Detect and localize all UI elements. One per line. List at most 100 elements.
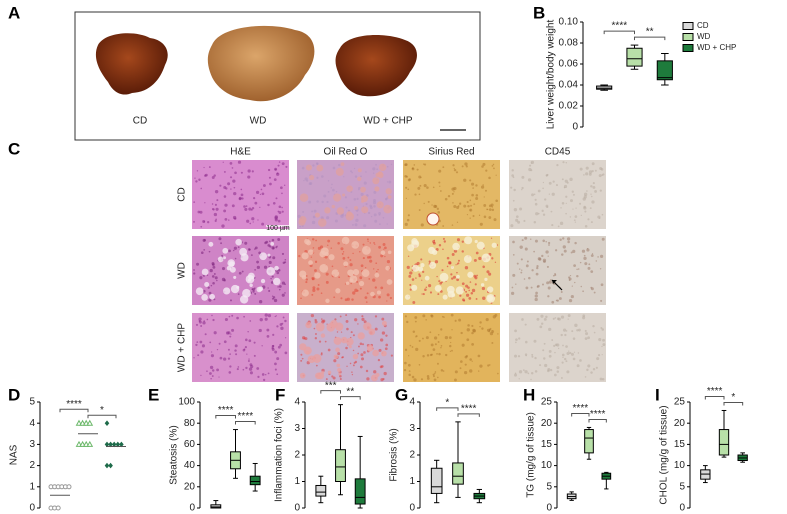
tissue-texture [352,291,356,295]
tissue-texture [261,222,265,226]
tissue-texture [366,344,374,352]
tissue-texture [206,318,209,321]
tissue-texture [223,357,227,361]
y-tick-label: 5 [679,481,685,492]
tissue-texture [595,260,598,262]
tissue-texture [569,216,572,218]
tissue-texture [203,166,205,169]
tissue-texture [284,283,286,286]
tissue-texture [411,284,418,291]
tissue-texture [587,266,591,270]
tissue-texture [219,356,223,360]
tissue-texture [267,203,270,207]
tissue-texture [304,238,310,245]
tissue-texture [466,338,470,342]
tissue-texture [442,248,444,251]
y-tick-label: 10 [541,460,553,471]
tissue-texture [267,287,269,289]
tissue-texture [480,283,485,287]
tissue-texture [248,248,251,251]
tissue-texture [278,205,282,209]
tissue-texture [212,281,215,285]
tissue-texture [193,269,195,271]
tissue-texture [264,317,268,321]
tissue-texture [469,199,472,202]
tissue-texture [486,270,490,274]
y-tick-label: 1 [409,476,415,487]
tissue-texture [378,214,381,216]
tissue-texture [512,273,516,277]
tissue-texture [314,260,318,263]
dot [111,441,117,448]
tissue-texture [337,241,340,245]
tissue-texture [284,319,287,323]
tissue-texture [377,268,379,271]
tissue-texture [259,206,261,209]
tissue-texture [200,225,203,228]
tissue-texture [281,192,283,195]
tissue-texture [451,253,455,256]
tissue-texture [272,333,275,336]
tissue-texture [429,261,437,269]
tissue-texture [511,174,514,177]
y-tick-label: 15 [541,439,553,450]
tissue-texture [593,331,596,334]
tissue-texture [436,207,439,210]
tissue-texture [491,164,494,167]
tissue-texture [475,194,479,197]
tissue-texture [541,254,544,258]
y-axis-label: TG (mg/g of tissue) [526,412,537,498]
y-tick-label: 0.04 [559,80,579,91]
tissue-texture [491,330,495,333]
tissue-texture [240,188,243,191]
tissue-texture [485,318,489,322]
tissue-texture [373,242,375,244]
tissue-texture [430,343,434,347]
tissue-texture [274,265,279,271]
tissue-texture [243,205,246,208]
tissue-texture [345,346,348,350]
tissue-texture [563,249,567,253]
tissue-texture [301,166,305,170]
tissue-texture [342,193,346,197]
tissue-texture [425,286,428,288]
photo-label: CD [133,116,147,127]
tissue-texture [551,224,554,227]
y-axis-label: Inflammation foci (%) [274,408,285,502]
tissue-texture [369,259,373,263]
tissue-texture [312,215,316,219]
dot [108,441,113,448]
tissue-texture [590,371,593,374]
tissue-texture [580,214,583,217]
tissue-texture [568,298,573,303]
tissue-texture [409,288,412,291]
tissue-texture [573,351,576,353]
tissue-texture [576,268,578,271]
tissue-texture [566,237,571,241]
tissue-texture [469,369,473,373]
tissue-texture [211,314,213,317]
tissue-texture [274,315,276,318]
tissue-texture [566,351,570,356]
tissue-texture [339,315,342,318]
tissue-texture [475,184,478,187]
tissue-texture [404,361,407,365]
tissue-texture [591,162,595,166]
tissue-texture [368,278,371,280]
tissue-texture [386,293,390,297]
tissue-texture [310,314,315,318]
tissue-texture [497,333,499,335]
tissue-texture [429,291,433,294]
tissue-texture [311,238,315,241]
tissue-texture [305,321,312,329]
tissue-texture [491,242,497,248]
tissue-texture [267,253,271,257]
tissue-texture [193,201,196,203]
tissue-texture [585,332,589,336]
y-tick-label: 25 [674,397,686,408]
tissue-texture [377,172,384,179]
tissue-texture [491,257,494,260]
tissue-texture [385,343,389,347]
tissue-texture [524,236,528,240]
significance-bracket [87,414,117,419]
